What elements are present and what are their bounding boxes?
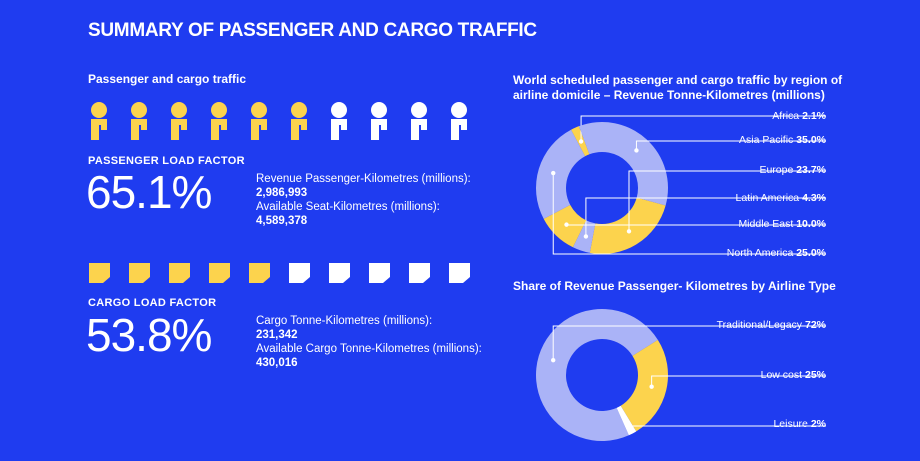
cargo-doc-icon bbox=[368, 261, 408, 291]
actk-value: 430,016 bbox=[256, 357, 298, 369]
type-leader-dot bbox=[623, 417, 628, 423]
passenger-stats: Revenue Passenger-Kilometres (millions):… bbox=[256, 172, 471, 228]
type-slice-traditional-legacy bbox=[536, 309, 658, 441]
cargo-stats: Cargo Tonne-Kilometres (millions): 231,3… bbox=[256, 314, 482, 370]
passenger-icon-row bbox=[88, 102, 488, 142]
airline-type-chart-title: Share of Revenue Passenger- Kilometres b… bbox=[513, 279, 836, 293]
ask-label: Available Seat-Kilometres (millions): bbox=[256, 201, 440, 213]
region-leader-line bbox=[635, 140, 826, 151]
rpk-label: Revenue Passenger-Kilometres (millions): bbox=[256, 173, 471, 185]
type-leader-line bbox=[552, 325, 826, 361]
ask-value: 4,589,378 bbox=[256, 215, 308, 227]
region-label-north-america: North America 25.0% bbox=[726, 247, 826, 259]
cargo-doc-icon bbox=[168, 261, 208, 291]
cargo-icon-row bbox=[88, 261, 488, 291]
cargo-doc-icon bbox=[248, 261, 288, 291]
type-label-traditional: Traditional/Legacy 72% bbox=[716, 319, 826, 331]
region-chart-title: World scheduled passenger and cargo traf… bbox=[513, 73, 843, 102]
region-leader-dot bbox=[583, 234, 589, 239]
type-leader-dot bbox=[649, 384, 654, 389]
page-title: SUMMARY OF PASSENGER AND CARGO TRAFFIC bbox=[88, 20, 537, 41]
type-label-low-cost: Low cost 25% bbox=[760, 369, 826, 381]
region-leader-dot bbox=[626, 229, 632, 234]
person-icon bbox=[248, 102, 288, 142]
person-icon bbox=[328, 102, 368, 142]
type-label-leisure: Leisure 2% bbox=[773, 418, 826, 430]
type-leader-dot bbox=[551, 357, 556, 363]
person-icon bbox=[448, 102, 488, 142]
type-leader-line bbox=[651, 375, 826, 387]
region-leader-line bbox=[585, 197, 826, 237]
cargo-doc-icon bbox=[288, 261, 328, 291]
region-leader-dot bbox=[634, 148, 639, 153]
person-icon bbox=[168, 102, 208, 142]
passenger-load-factor-value: 65.1% bbox=[86, 166, 212, 218]
left-heading: Passenger and cargo traffic bbox=[88, 72, 247, 86]
region-label-africa: Africa 2.1% bbox=[772, 110, 826, 122]
region-label-latin-america: Latin America 4.3% bbox=[735, 192, 826, 204]
cargo-load-factor-value: 53.8% bbox=[86, 309, 212, 361]
passenger-load-factor-label: PASSENGER LOAD FACTOR bbox=[88, 155, 245, 167]
region-leader-dot bbox=[551, 170, 556, 176]
person-icon bbox=[208, 102, 248, 142]
region-label-europe: Europe 23.7% bbox=[759, 164, 826, 176]
person-icon bbox=[408, 102, 448, 142]
person-icon bbox=[288, 102, 328, 142]
type-slice-low-cost bbox=[620, 339, 668, 432]
actk-label: Available Cargo Tonne-Kilometres (millio… bbox=[256, 343, 482, 355]
region-slice-asia-pacific bbox=[578, 122, 668, 206]
region-label-middle-east: Middle East 10.0% bbox=[738, 218, 826, 230]
region-leader-dot bbox=[578, 139, 584, 144]
cargo-doc-icon bbox=[328, 261, 368, 291]
person-icon bbox=[128, 102, 168, 142]
region-label-asia-pacific: Asia Pacific 35.0% bbox=[739, 134, 826, 146]
region-slice-north-america bbox=[536, 129, 586, 219]
region-slice-europe bbox=[589, 197, 666, 254]
ctk-label: Cargo Tonne-Kilometres (millions): bbox=[256, 315, 433, 327]
cargo-doc-icon bbox=[408, 261, 448, 291]
cargo-doc-icon bbox=[88, 261, 128, 291]
region-leader-dot bbox=[564, 222, 569, 227]
person-icon bbox=[368, 102, 408, 142]
cargo-doc-icon bbox=[208, 261, 248, 291]
cargo-doc-icon bbox=[448, 261, 488, 291]
region-leader-line bbox=[628, 170, 826, 232]
region-leader-line bbox=[552, 173, 826, 255]
rpk-value: 2,986,993 bbox=[256, 187, 308, 199]
ctk-value: 231,342 bbox=[256, 329, 298, 341]
cargo-load-factor-label: CARGO LOAD FACTOR bbox=[88, 297, 217, 309]
person-icon bbox=[88, 102, 128, 142]
cargo-doc-icon bbox=[128, 261, 168, 291]
region-leader-line bbox=[580, 115, 826, 142]
